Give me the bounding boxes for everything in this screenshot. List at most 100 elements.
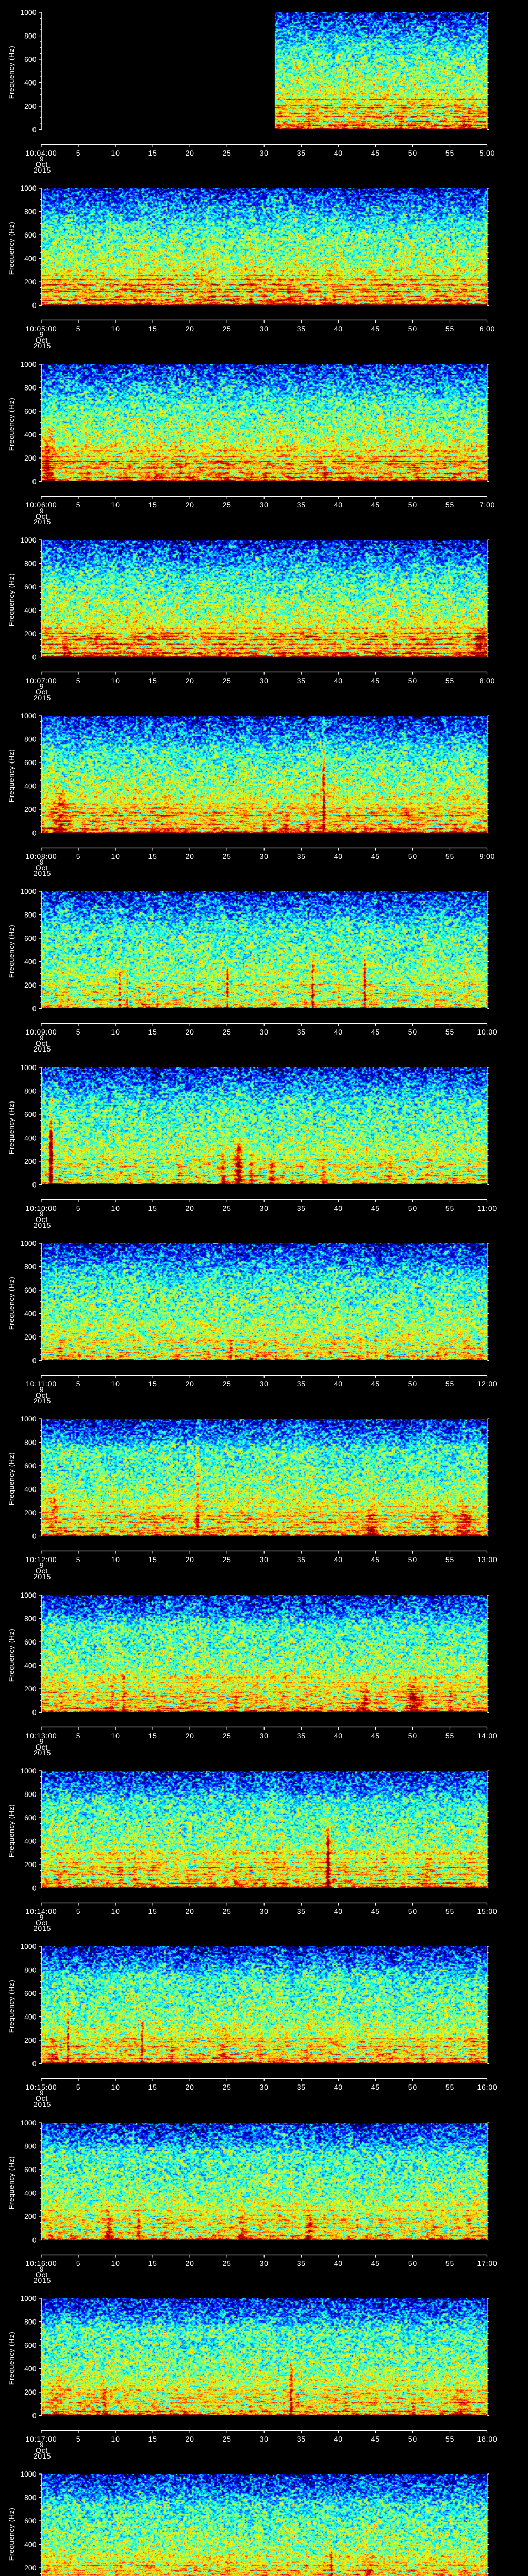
svg-text:50: 50 (408, 1907, 417, 1916)
svg-text:5: 5 (76, 2435, 81, 2443)
svg-text:Frequency (Hz): Frequency (Hz) (7, 46, 15, 99)
svg-text:15: 15 (148, 1380, 157, 1388)
svg-text:Oct: Oct (36, 1919, 48, 1927)
svg-text:5: 5 (76, 501, 81, 509)
svg-text:2015: 2015 (34, 1572, 51, 1581)
svg-text:Frequency (Hz): Frequency (Hz) (7, 1277, 15, 1330)
svg-text:20: 20 (186, 1907, 194, 1916)
svg-text:10: 10 (111, 2083, 120, 2091)
svg-text:600: 600 (24, 1638, 37, 1646)
svg-text:600: 600 (24, 583, 37, 591)
svg-text:2015: 2015 (34, 1924, 51, 1933)
svg-text:1000: 1000 (20, 887, 36, 895)
svg-text:2015: 2015 (34, 2276, 51, 2284)
svg-text:20: 20 (186, 325, 194, 333)
svg-text:0: 0 (32, 829, 37, 837)
svg-text:40: 40 (334, 2083, 343, 2091)
svg-text:15: 15 (148, 325, 157, 333)
svg-text:Frequency (Hz): Frequency (Hz) (7, 1804, 15, 1857)
svg-text:10: 10 (111, 1732, 120, 1740)
svg-text:200: 200 (24, 1333, 37, 1341)
svg-text:50: 50 (408, 2259, 417, 2267)
svg-text:1000: 1000 (20, 184, 36, 192)
svg-text:40: 40 (334, 1380, 343, 1388)
svg-text:Oct: Oct (36, 2094, 48, 2103)
svg-text:Oct: Oct (36, 1215, 48, 1224)
svg-text:5:00: 5:00 (480, 149, 495, 157)
svg-text:20: 20 (186, 1732, 194, 1740)
svg-text:Frequency (Hz): Frequency (Hz) (7, 1629, 15, 1682)
svg-text:10:13:00: 10:13:00 (26, 1732, 57, 1740)
svg-text:1000: 1000 (20, 2470, 36, 2478)
svg-text:15: 15 (148, 1907, 157, 1916)
svg-text:35: 35 (297, 1907, 306, 1916)
svg-text:25: 25 (223, 676, 232, 685)
svg-text:30: 30 (260, 325, 269, 333)
svg-text:200: 200 (24, 1509, 37, 1517)
svg-text:9: 9 (40, 2265, 44, 2273)
svg-text:10:10:00: 10:10:00 (26, 1204, 57, 1212)
svg-text:30: 30 (260, 2083, 269, 2091)
svg-text:35: 35 (297, 2259, 306, 2267)
svg-text:10:08:00: 10:08:00 (26, 852, 57, 860)
svg-text:40: 40 (334, 1204, 343, 1212)
svg-text:35: 35 (297, 325, 306, 333)
svg-text:55: 55 (446, 1028, 454, 1036)
svg-text:10: 10 (111, 1555, 120, 1564)
svg-text:17:00: 17:00 (477, 2259, 497, 2267)
svg-text:2015: 2015 (34, 1045, 51, 1053)
svg-text:35: 35 (297, 1732, 306, 1740)
svg-text:25: 25 (223, 1204, 232, 1212)
svg-text:400: 400 (24, 2013, 37, 2021)
svg-text:200: 200 (24, 630, 37, 638)
svg-text:800: 800 (24, 735, 37, 743)
svg-text:1000: 1000 (20, 1239, 36, 1247)
svg-text:Oct: Oct (36, 160, 48, 168)
svg-text:Frequency (Hz): Frequency (Hz) (7, 1980, 15, 2033)
svg-text:Frequency (Hz): Frequency (Hz) (7, 925, 15, 978)
svg-text:9: 9 (40, 1913, 44, 1921)
svg-text:800: 800 (24, 208, 37, 216)
svg-text:7:00: 7:00 (480, 501, 495, 509)
svg-text:50: 50 (408, 149, 417, 157)
svg-text:10:17:00: 10:17:00 (26, 2435, 57, 2443)
svg-text:55: 55 (446, 2259, 454, 2267)
svg-text:35: 35 (297, 501, 306, 509)
svg-text:1000: 1000 (20, 2294, 36, 2302)
svg-text:40: 40 (334, 1555, 343, 1564)
svg-text:1000: 1000 (20, 711, 36, 720)
svg-text:6:00: 6:00 (480, 325, 495, 333)
svg-text:30: 30 (260, 1380, 269, 1388)
svg-text:200: 200 (24, 805, 37, 814)
svg-text:Oct: Oct (36, 2270, 48, 2279)
svg-text:30: 30 (260, 1204, 269, 1212)
svg-text:5: 5 (76, 2259, 81, 2267)
svg-text:400: 400 (24, 2189, 37, 2197)
svg-text:40: 40 (334, 852, 343, 860)
svg-text:40: 40 (334, 1028, 343, 1036)
svg-text:20: 20 (186, 501, 194, 509)
svg-text:50: 50 (408, 676, 417, 685)
svg-text:Frequency (Hz): Frequency (Hz) (7, 749, 15, 802)
svg-text:2015: 2015 (34, 166, 51, 174)
svg-text:55: 55 (446, 676, 454, 685)
svg-text:30: 30 (260, 1555, 269, 1564)
svg-text:40: 40 (334, 325, 343, 333)
svg-text:30: 30 (260, 1732, 269, 1740)
svg-text:10: 10 (111, 1028, 120, 1036)
svg-text:45: 45 (371, 1732, 380, 1740)
svg-text:20: 20 (186, 1380, 194, 1388)
svg-text:1000: 1000 (20, 1767, 36, 1775)
svg-text:2015: 2015 (34, 1749, 51, 1757)
svg-text:Oct: Oct (36, 2446, 48, 2454)
svg-text:0: 0 (32, 478, 37, 486)
svg-text:25: 25 (223, 1028, 232, 1036)
svg-text:45: 45 (371, 325, 380, 333)
svg-text:10:15:00: 10:15:00 (26, 2083, 57, 2091)
svg-text:0: 0 (32, 1005, 37, 1013)
svg-text:20: 20 (186, 676, 194, 685)
svg-text:400: 400 (24, 431, 37, 439)
svg-text:35: 35 (297, 2435, 306, 2443)
svg-text:400: 400 (24, 1837, 37, 1845)
svg-text:45: 45 (371, 1204, 380, 1212)
